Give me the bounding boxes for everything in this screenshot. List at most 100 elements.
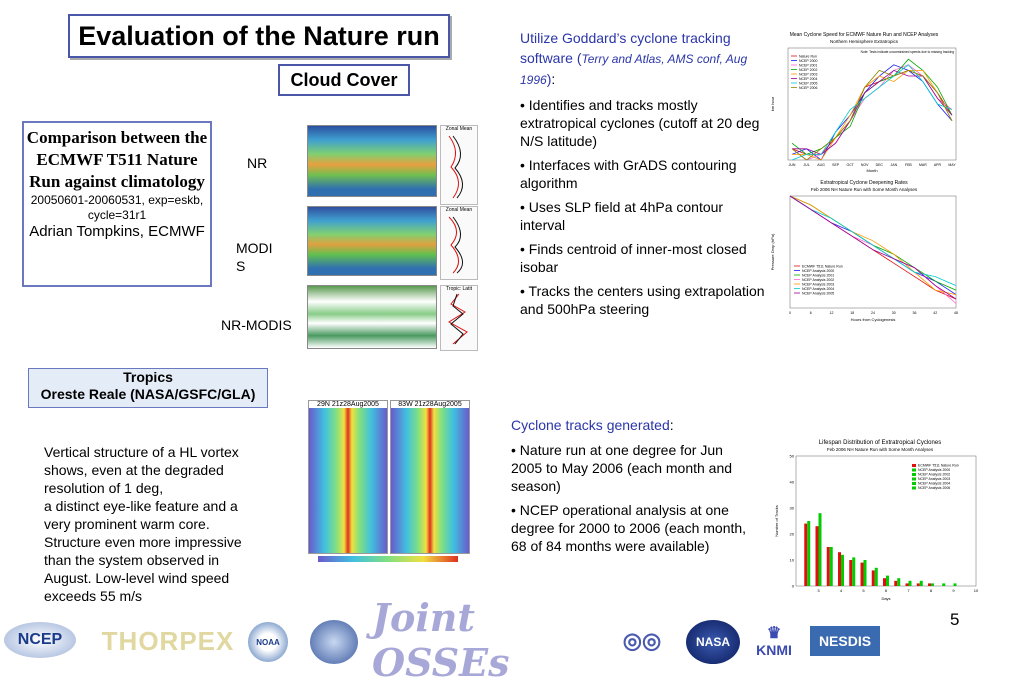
chart3-bar-ncep — [953, 583, 957, 586]
chart3-bar-ncep — [931, 583, 934, 586]
nasa-logo: NASA — [686, 620, 740, 664]
goddard-ref: Terry and Atlas, AMS conf, Aug 1996 — [520, 52, 748, 87]
chart3-legend-swatch — [912, 482, 916, 485]
chart2-legend-label: NCEP Analysis 2002 — [802, 278, 834, 282]
chart3-legend-label: ECMWF T511 Nature Run — [918, 464, 959, 468]
map-label-nr: NR — [247, 155, 268, 171]
cross-section-29n: 29N 21z28Aug2005 — [308, 400, 388, 554]
chart3-bar-ncep — [841, 554, 844, 586]
chart1-tick-label: FEB — [905, 163, 912, 167]
goddard-bullet: • Tracks the centers using extrapolation… — [520, 283, 765, 317]
page-title: Evaluation of the Nature run — [68, 14, 450, 58]
chart3-tick-label: 7 — [907, 588, 910, 593]
chart1-legend-label: NCEP 2000 — [799, 59, 817, 63]
chart-cyclone-speed: Mean Cyclone Speed for ECMWF Nature Run … — [766, 28, 962, 173]
tropics-author: Oreste Reale (NASA/GSFC/GLA) — [40, 386, 256, 402]
chart1-series-line — [791, 69, 953, 161]
page-number: 5 — [950, 610, 960, 629]
goddard-bullet: • Uses SLP field at 4hPa contour interva… — [520, 199, 724, 233]
chart3-bar-ncep — [863, 560, 867, 586]
chart3-legend-label: NCEP Analysis 2002 — [918, 473, 950, 477]
chart1-ylabel: km hour — [770, 96, 775, 111]
tropics-box: Tropics Oreste Reale (NASA/GSFC/GLA) — [28, 368, 268, 408]
chart3-bar-nature — [860, 562, 864, 586]
cyclone-tracks-section: Cyclone tracks generated: • Nature run a… — [511, 415, 756, 555]
chart3-bar-nature — [849, 560, 853, 586]
chart1-plot-area — [787, 47, 957, 161]
chart1-tick-label: JUN — [789, 163, 796, 167]
ncep-logo: NCEP — [4, 622, 76, 658]
chart2-tick-label: 12 — [830, 311, 834, 315]
chart3-tick-label: 8 — [930, 588, 933, 593]
map-nr — [307, 125, 437, 197]
chart2-plot-area — [789, 195, 957, 309]
chart2-tick-label: 6 — [810, 311, 812, 315]
chart3-bar-nature — [916, 583, 920, 586]
chart3-bar-nature — [871, 570, 875, 586]
chart2-xlabel: Hours from Cyclogenesis — [851, 317, 896, 322]
chart3-bar-ncep — [829, 547, 833, 586]
chart1-subtitle: Northern Hemisphere Extratropics — [830, 39, 899, 44]
chart3-bar-nature — [838, 552, 841, 586]
chart3-legend-label: NCEP Analysis 2006 — [918, 486, 950, 490]
chart3-tick-label: 10 — [974, 588, 979, 593]
chart3-bar-nature — [826, 547, 830, 586]
chart3-bar-nature — [883, 578, 886, 586]
zonal-mean-title-nr: Zonal Mean — [445, 126, 473, 132]
chart3-legend-label: NCEP Analysis 2004 — [918, 482, 950, 486]
chart1-series-line — [791, 64, 953, 161]
goddard-bullet: • Identifies and tracks mostly extratrop… — [520, 97, 760, 149]
chart3-bar-ncep — [886, 575, 889, 586]
chart1-tick-label: SEP — [832, 163, 840, 167]
chart1-tick-label: AUG — [817, 163, 825, 167]
logo-strip: NCEP THORPEX NOAA Joint OSSEs ◎◎ NASA ♛ … — [0, 595, 1024, 685]
map-nr-modis — [307, 285, 437, 349]
chart1-tick-label: OCT — [846, 163, 854, 167]
chart3-legend-label: NCEP Analysis 2000 — [918, 468, 950, 472]
cyclone-tracks-bullet: • Nature run at one degree for Jun 2005 … — [511, 442, 733, 494]
crown-icon: ♛ — [766, 625, 782, 642]
chart1-tick-label: DEC — [876, 163, 884, 167]
cross-section-title-29n: 29N 21z28Aug2005 — [309, 401, 387, 408]
cyclone-tracks-heading: Cyclone tracks generated — [511, 417, 670, 433]
goddard-intro-main: Utilize Goddard’s cyclone tracking softw… — [520, 30, 731, 66]
chart2-tick-label: 42 — [933, 311, 937, 315]
chart2-legend-label: NCEP Analysis 2003 — [802, 283, 834, 287]
chart1-legend-label: NCEP 2004 — [799, 77, 817, 81]
comparison-meta: 20050601-20060531, exp=eskb, cycle=31r1 — [30, 193, 204, 222]
chart2-legend-label: NCEP Analysis 2004 — [802, 287, 834, 291]
chart3-legend-label: NCEP Analysis 2003 — [918, 477, 950, 481]
chart3-xlabel: Days — [881, 596, 890, 601]
tropics-text: Vertical structure of a HL vortex shows,… — [44, 444, 242, 604]
chart2-tick-label: 36 — [913, 311, 917, 315]
chart3-legend-swatch — [912, 486, 916, 490]
colorbar — [318, 556, 458, 562]
comparison-box: Comparison between the ECMWF T511 Nature… — [22, 121, 212, 287]
chart3-bar-nature — [905, 583, 909, 586]
chart3-legend-swatch — [912, 473, 916, 476]
chart2-tick-label: 0 — [789, 311, 791, 315]
chart3-legend-swatch — [912, 464, 916, 467]
chart3-legend-swatch — [912, 468, 916, 472]
goddard-intro: Utilize Goddard’s cyclone tracking softw… — [520, 28, 770, 318]
map-label-nr-modis: NR-MODIS — [221, 317, 292, 333]
chart3-ytick-label: 40 — [790, 480, 795, 485]
chart3-tick-label: 9 — [952, 588, 955, 593]
thorpex-logo: THORPEX — [101, 625, 235, 656]
chart1-tick-label: APR — [934, 163, 942, 167]
goddard-bullet: • Finds centroid of inner-most closed is… — [520, 241, 747, 275]
chart1-legend-label: Nature Run — [799, 55, 817, 59]
section-subtitle: Cloud Cover — [278, 64, 410, 96]
chart2-tick-label: 30 — [892, 311, 896, 315]
chart3-bar-ncep — [942, 583, 946, 586]
chart3-bar-nature — [815, 526, 819, 586]
chart3-bar-ncep — [818, 513, 822, 586]
chart3-bar-ncep — [807, 521, 811, 586]
chart2-tick-label: 48 — [954, 311, 958, 315]
chart2-tick-label: 24 — [871, 311, 875, 315]
chart2-legend-label: NCEP Analysis 2005 — [802, 292, 834, 296]
chart2-series-line — [789, 195, 957, 295]
joint-osses-logo: Joint OSSEs — [372, 595, 510, 685]
chart1-series-line — [792, 69, 953, 155]
chart3-bar-ncep — [897, 578, 901, 586]
